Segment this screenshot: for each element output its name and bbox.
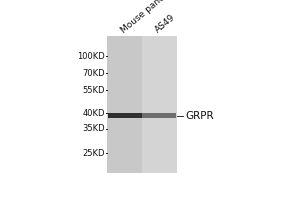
Text: 70KD: 70KD <box>82 69 105 78</box>
Text: GRPR: GRPR <box>185 111 214 121</box>
Text: 25KD: 25KD <box>82 149 105 158</box>
Bar <box>142 113 176 118</box>
Text: AS49: AS49 <box>154 13 177 35</box>
Bar <box>142 36 177 173</box>
Bar <box>108 113 142 118</box>
Bar <box>107 36 142 173</box>
Text: Mouse pancreas: Mouse pancreas <box>119 0 181 35</box>
Text: 55KD: 55KD <box>82 86 105 95</box>
Text: 100KD: 100KD <box>77 52 105 61</box>
Text: 35KD: 35KD <box>82 124 105 133</box>
Text: 40KD: 40KD <box>82 109 105 118</box>
